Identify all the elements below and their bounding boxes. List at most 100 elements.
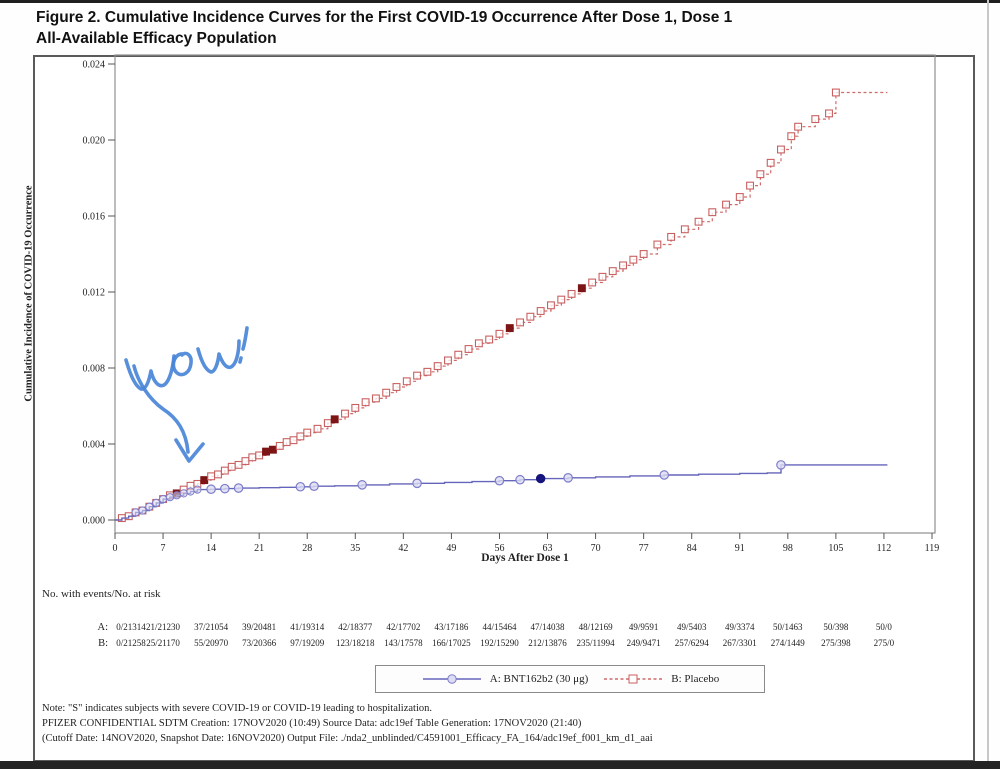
x-tick-label: 56 (494, 543, 504, 554)
placebo-marker (214, 470, 222, 479)
x-tick-label: 105 (828, 543, 843, 554)
risk-table-cell: 192/15290 (480, 638, 519, 648)
risk-table-cell: 41/19314 (290, 622, 325, 632)
risk-table-cell: 39/20481 (242, 622, 277, 632)
placebo-marker (275, 441, 284, 450)
x-tick-label: 35 (350, 543, 360, 554)
x-tick-label: 84 (687, 543, 697, 554)
placebo-severe-marker (577, 284, 586, 293)
placebo-marker (454, 350, 463, 359)
placebo-marker (207, 472, 216, 481)
placebo-marker (296, 432, 305, 441)
x-tick-label: 42 (398, 543, 408, 554)
risk-table-cell: 275/0 (873, 638, 895, 648)
risk-table-cell: 44/15464 (482, 622, 517, 632)
placebo-marker (787, 132, 796, 141)
risk-row-label-a: A: (97, 622, 109, 633)
photo-top-edge (0, 0, 1000, 3)
x-tick-label: 14 (206, 543, 216, 554)
placebo-marker (248, 453, 257, 462)
risk-table-cell: 42/18377 (338, 622, 373, 632)
y-tick-label: 0.012 (83, 288, 106, 299)
placebo-marker (464, 345, 473, 353)
placebo-curve (115, 91, 888, 521)
placebo-marker (766, 158, 775, 167)
x-tick-label: 112 (877, 543, 892, 554)
x-axis-label: Days After Dose 1 (481, 552, 569, 564)
vaccine-line-sample-icon (422, 674, 481, 684)
y-tick-label: 0.020 (83, 136, 106, 147)
photo-bottom-edge (0, 761, 1000, 769)
placebo-marker (234, 460, 243, 469)
placebo-marker (241, 457, 250, 466)
risk-table-cell: 49/5403 (676, 622, 707, 632)
placebo-marker (746, 181, 755, 190)
y-tick-label: 0.016 (83, 212, 106, 223)
risk-table-cell: 50/1463 (773, 622, 803, 632)
footnote-output-file: (Cutoff Date: 14NOV2020, Snapshot Date: … (42, 733, 653, 745)
vaccine-marker (206, 484, 216, 495)
risk-row-label-b: B: (98, 638, 108, 649)
vaccine-marker (131, 508, 140, 517)
placebo-marker (811, 115, 820, 124)
figure-title-line2: All-Available Efficacy Population (36, 30, 277, 48)
risk-table-cell: 123/18218 (336, 638, 375, 648)
risk-table-cell: 235/11994 (576, 638, 615, 648)
placebo-marker (735, 193, 744, 201)
vaccine-marker (193, 485, 202, 494)
risk-table-header: No. with events/No. at risk (42, 588, 161, 600)
placebo-marker (413, 371, 422, 380)
placebo-marker (341, 409, 349, 418)
risk-table-cell: 275/398 (821, 638, 851, 648)
placebo-severe-marker (200, 476, 209, 485)
vaccine-marker (179, 489, 188, 498)
placebo-marker (282, 438, 291, 447)
y-tick-label: 0.004 (83, 440, 106, 451)
placebo-marker (526, 312, 535, 321)
vaccine-marker (412, 478, 422, 489)
x-tick-label: 0 (113, 543, 118, 554)
placebo-marker (516, 318, 525, 327)
placebo-marker (227, 462, 236, 471)
placebo-marker (485, 335, 494, 344)
vaccine-marker (494, 475, 505, 486)
x-tick-label: 49 (446, 543, 456, 554)
placebo-marker (289, 436, 298, 445)
placebo-marker (694, 217, 703, 226)
vaccine-marker (515, 474, 525, 485)
risk-table-cell: 73/20366 (242, 638, 277, 648)
placebo-marker (831, 88, 840, 97)
placebo-marker (825, 109, 833, 118)
x-tick-label: 77 (639, 543, 649, 554)
risk-table-cell: 49/9591 (628, 622, 659, 632)
risk-table-cell: 249/9471 (626, 638, 661, 648)
vaccine-marker (165, 493, 175, 502)
x-tick-label: 119 (925, 543, 940, 554)
risk-table-cell: 50/398 (823, 622, 849, 632)
vaccine-marker (563, 473, 573, 483)
placebo-marker (680, 225, 689, 234)
vaccine-severe-marker (535, 473, 546, 484)
placebo-marker (756, 170, 765, 179)
risk-table-cell: 267/3301 (722, 638, 757, 648)
vaccine-marker (145, 502, 154, 511)
placebo-marker (619, 261, 628, 270)
x-tick-label: 63 (543, 543, 553, 554)
risk-table-cell: 25/21170 (146, 638, 180, 648)
footnote-severe: Note: "S" indicates subjects with severe… (42, 703, 432, 714)
figure-border-box (33, 55, 975, 762)
placebo-marker (722, 200, 730, 209)
x-tick-label: 70 (591, 543, 601, 554)
placebo-marker (708, 208, 717, 217)
legend-label-placebo: B: Placebo (671, 673, 720, 685)
placebo-marker (220, 466, 229, 475)
vaccine-marker (158, 495, 168, 504)
risk-table-cell: 43/17186 (434, 622, 469, 632)
plot-frame (114, 54, 936, 534)
placebo-marker (777, 145, 785, 154)
placebo-marker (547, 301, 555, 310)
placebo-marker (598, 272, 607, 281)
y-axis-label: Cumulative Incidence of COVID-19 Occurre… (23, 185, 35, 402)
